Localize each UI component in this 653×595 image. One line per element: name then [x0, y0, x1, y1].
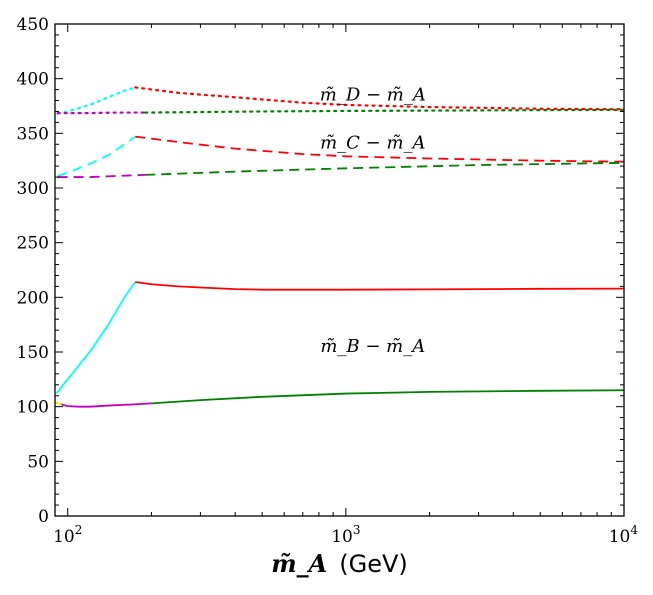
y-tick-label: 250 — [17, 234, 49, 254]
x-tick-label: 103 — [331, 523, 360, 547]
series-line-b-red — [135, 281, 625, 291]
annotations-layer: m̃_D − m̃_A m̃_C − m̃_A m̃_B − m̃_A — [320, 85, 426, 357]
x-tick-exponent: 4 — [630, 523, 638, 537]
y-tick-label: 100 — [17, 398, 49, 418]
series-line-c-green — [145, 161, 625, 176]
x-tick-base: 10 — [331, 527, 353, 547]
series-line-b-yellow — [54, 401, 62, 406]
series-line-d-magenta — [56, 111, 147, 115]
series-line-c-magenta — [57, 173, 146, 178]
y-tick-label: 50 — [27, 452, 49, 472]
series-line-d-green — [144, 108, 626, 114]
annotation-label: m̃_C − m̃_A — [320, 133, 425, 154]
series-line-d-red — [134, 86, 626, 111]
series-layer — [54, 86, 626, 408]
series-line-b-cyan — [55, 281, 137, 395]
y-tick-label: 450 — [17, 15, 49, 35]
y-tick-label: 400 — [17, 70, 49, 90]
x-tick-exponent: 2 — [75, 523, 83, 537]
annotation-label: m̃_D − m̃_A — [320, 85, 426, 106]
x-axis-label: m̃_A (GeV) — [271, 549, 408, 578]
plot-frame — [54, 23, 625, 517]
y-tick-label: 150 — [17, 343, 49, 363]
series-line-d-cyan — [56, 86, 137, 115]
x-tick-base: 10 — [609, 527, 631, 547]
y-tick-label: 300 — [17, 179, 49, 199]
x-tick-exponent: 3 — [353, 523, 361, 537]
series-line-c-cyan — [57, 135, 136, 177]
x-axis-unit: (GeV) — [339, 550, 408, 578]
y-tick-label: 350 — [17, 124, 49, 144]
x-tick-base: 10 — [53, 527, 75, 547]
y-tick-label: 200 — [17, 288, 49, 308]
series-line-b-magenta — [61, 402, 152, 408]
series-line-b-green — [151, 389, 625, 405]
annotation-label: m̃_B − m̃_A — [320, 336, 425, 357]
y-tick-label: 0 — [38, 507, 49, 527]
x-tick-label: 104 — [609, 523, 639, 547]
x-axis-symbol: m̃_A — [271, 549, 327, 578]
x-tick-label: 102 — [53, 523, 82, 547]
series-line-c-red — [135, 135, 625, 163]
